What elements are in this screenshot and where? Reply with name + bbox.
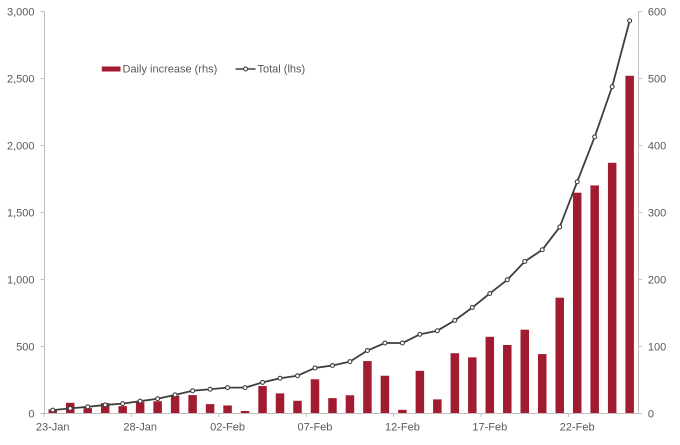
svg-text:500: 500 — [16, 342, 34, 354]
svg-text:200: 200 — [648, 275, 666, 287]
svg-text:3,000: 3,000 — [7, 7, 35, 19]
svg-text:28-Jan: 28-Jan — [123, 422, 157, 434]
svg-text:12-Feb: 12-Feb — [385, 422, 420, 434]
svg-text:23-Jan: 23-Jan — [36, 422, 70, 434]
svg-text:300: 300 — [648, 208, 666, 220]
svg-text:Total (lhs): Total (lhs) — [258, 64, 306, 76]
svg-text:100: 100 — [648, 342, 666, 354]
svg-text:600: 600 — [648, 7, 666, 19]
svg-text:02-Feb: 02-Feb — [210, 422, 245, 434]
svg-text:17-Feb: 17-Feb — [472, 422, 507, 434]
svg-text:500: 500 — [648, 74, 666, 86]
svg-text:Daily increase (rhs): Daily increase (rhs) — [123, 64, 218, 76]
svg-text:22-Feb: 22-Feb — [560, 422, 595, 434]
svg-text:2,500: 2,500 — [7, 74, 35, 86]
svg-text:400: 400 — [648, 141, 666, 153]
svg-text:07-Feb: 07-Feb — [298, 422, 333, 434]
svg-text:0: 0 — [648, 409, 654, 421]
svg-text:0: 0 — [28, 409, 34, 421]
svg-text:2,000: 2,000 — [7, 141, 35, 153]
svg-text:1,500: 1,500 — [7, 208, 35, 220]
svg-text:1,000: 1,000 — [7, 275, 35, 287]
